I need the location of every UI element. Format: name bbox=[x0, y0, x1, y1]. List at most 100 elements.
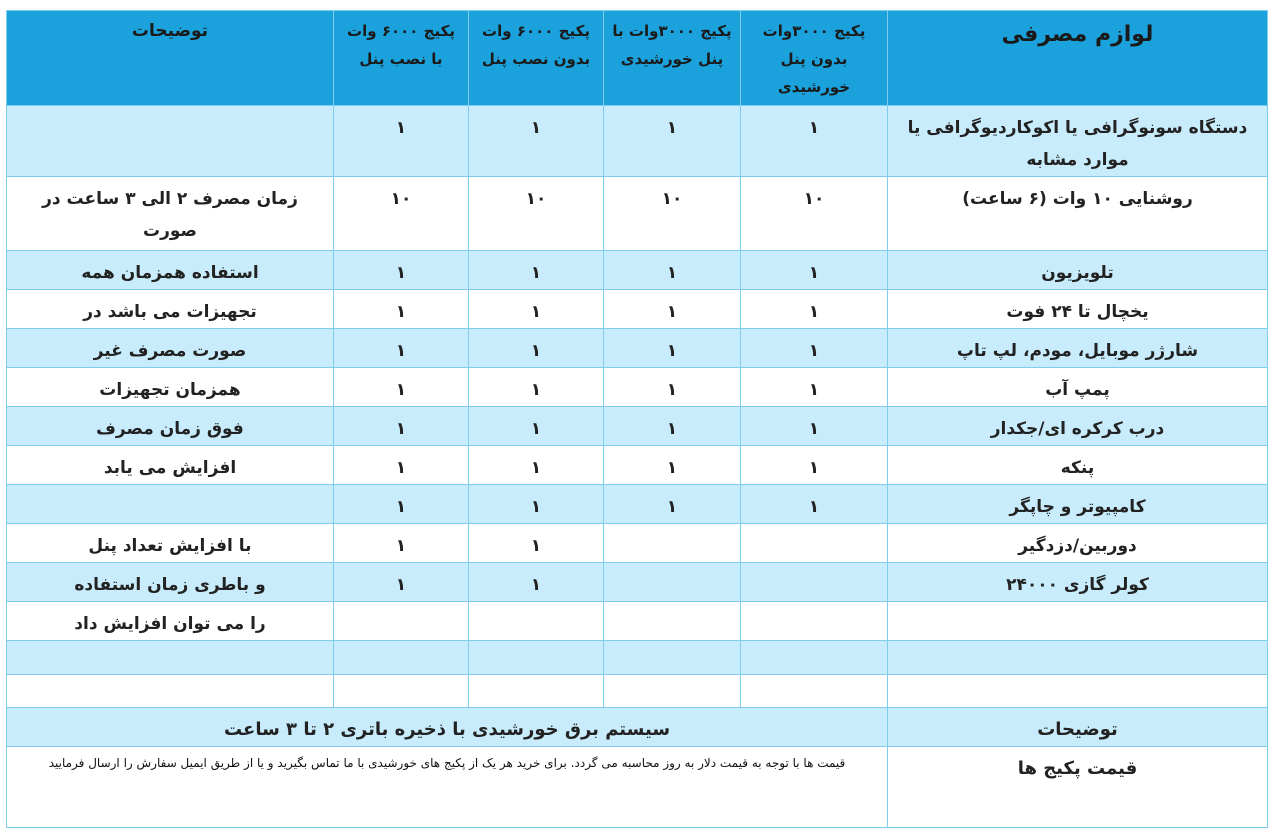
value-cell: ۱ bbox=[333, 289, 469, 329]
table-row: پنکه ۱ ۱ ۱ ۱ افزایش می یابد bbox=[6, 445, 1268, 485]
header-row: لوازم مصرفی پکیج ۳۰۰۰وات بدون پنل خورشیدی… bbox=[6, 10, 1268, 106]
value-cell bbox=[603, 640, 741, 675]
value-cell: ۱۰ bbox=[740, 176, 888, 251]
value-cell: ۱ bbox=[333, 484, 469, 524]
value-cell: ۱۰ bbox=[333, 176, 469, 251]
value-cell: ۱ bbox=[333, 406, 469, 446]
column-header: توضیحات bbox=[6, 10, 334, 106]
table-row: را می توان افزایش داد bbox=[6, 601, 1268, 641]
value-cell bbox=[740, 562, 888, 602]
value-cell: ۱ bbox=[603, 328, 741, 368]
value-cell: ۱ bbox=[740, 406, 888, 446]
column-header: پکیج ۳۰۰۰وات با پنل خورشیدی bbox=[603, 10, 741, 106]
table-row: پمپ آب ۱ ۱ ۱ ۱ همزمان تجهیزات bbox=[6, 367, 1268, 407]
note-cell bbox=[6, 674, 334, 708]
note-cell: فوق زمان مصرف bbox=[6, 406, 334, 446]
value-cell bbox=[333, 674, 469, 708]
table-row: کامپیوتر و چاپگر ۱ ۱ ۱ ۱ bbox=[6, 484, 1268, 524]
item-cell: تلویزیون bbox=[887, 250, 1268, 290]
note-cell: زمان مصرف ۲ الی ۳ ساعت در صورت bbox=[6, 176, 334, 251]
value-cell bbox=[740, 523, 888, 563]
table-row bbox=[6, 674, 1268, 708]
value-cell: ۱ bbox=[603, 250, 741, 290]
table-row: کولر گازی ۲۴۰۰۰ ۱ ۱ و باطری زمان استفاده bbox=[6, 562, 1268, 602]
value-cell: ۱ bbox=[333, 445, 469, 485]
value-cell: ۱ bbox=[740, 105, 888, 177]
value-cell: ۱ bbox=[740, 250, 888, 290]
footer-text: قیمت ها با توجه به قیمت دلار به روز محاس… bbox=[6, 746, 888, 828]
item-cell: درب کرکره ای/جکدار bbox=[887, 406, 1268, 446]
table-row: درب کرکره ای/جکدار ۱ ۱ ۱ ۱ فوق زمان مصرف bbox=[6, 406, 1268, 446]
item-cell: پمپ آب bbox=[887, 367, 1268, 407]
item-cell: دستگاه سونوگرافی یا اکوکاردیوگرافی یا مو… bbox=[887, 105, 1268, 177]
value-cell: ۱۰ bbox=[468, 176, 604, 251]
note-cell: تجهیزات می باشد در bbox=[6, 289, 334, 329]
value-cell: ۱ bbox=[333, 328, 469, 368]
item-cell bbox=[887, 601, 1268, 641]
value-cell: ۱ bbox=[468, 445, 604, 485]
value-cell bbox=[740, 674, 888, 708]
item-cell: کامپیوتر و چاپگر bbox=[887, 484, 1268, 524]
value-cell: ۱ bbox=[333, 105, 469, 177]
table-row: روشنایی ۱۰ وات (۶ ساعت) ۱۰ ۱۰ ۱۰ ۱۰ زمان مصرف… bbox=[6, 176, 1268, 251]
value-cell: ۱ bbox=[603, 105, 741, 177]
value-cell bbox=[468, 601, 604, 641]
column-header: پکیج ۳۰۰۰وات بدون پنل خورشیدی bbox=[740, 10, 888, 106]
value-cell: ۱ bbox=[603, 445, 741, 485]
item-cell: پنکه bbox=[887, 445, 1268, 485]
value-cell: ۱ bbox=[468, 367, 604, 407]
value-cell: ۱ bbox=[333, 367, 469, 407]
footer-label: قیمت پکیج ها bbox=[887, 746, 1268, 828]
item-cell: روشنایی ۱۰ وات (۶ ساعت) bbox=[887, 176, 1268, 251]
value-cell bbox=[603, 674, 741, 708]
value-cell: ۱ bbox=[468, 523, 604, 563]
value-cell: ۱ bbox=[468, 406, 604, 446]
note-cell: استفاده همزمان همه bbox=[6, 250, 334, 290]
table-row: تلویزیون ۱ ۱ ۱ ۱ استفاده همزمان همه bbox=[6, 250, 1268, 290]
item-cell: یخچال تا ۲۴ فوت bbox=[887, 289, 1268, 329]
note-cell: افزایش می یابد bbox=[6, 445, 334, 485]
value-cell bbox=[740, 601, 888, 641]
table-row: دوربین/دزدگیر ۱ ۱ با افزایش تعداد پنل bbox=[6, 523, 1268, 563]
value-cell: ۱۰ bbox=[603, 176, 741, 251]
value-cell: ۱ bbox=[333, 562, 469, 602]
value-cell: ۱ bbox=[468, 105, 604, 177]
note-cell: را می توان افزایش داد bbox=[6, 601, 334, 641]
item-cell: دوربین/دزدگیر bbox=[887, 523, 1268, 563]
value-cell bbox=[468, 674, 604, 708]
value-cell: ۱ bbox=[468, 289, 604, 329]
value-cell: ۱ bbox=[740, 289, 888, 329]
note-cell: با افزایش تعداد پنل bbox=[6, 523, 334, 563]
footer-row: قیمت پکیج ها قیمت ها با توجه به قیمت دلار… bbox=[6, 746, 1268, 828]
item-cell: شارژر موبایل، مودم، لپ تاپ bbox=[887, 328, 1268, 368]
note-cell: صورت مصرف غیر bbox=[6, 328, 334, 368]
note-cell: همزمان تجهیزات bbox=[6, 367, 334, 407]
value-cell: ۱ bbox=[603, 406, 741, 446]
value-cell: ۱ bbox=[603, 289, 741, 329]
note-cell bbox=[6, 640, 334, 675]
value-cell: ۱ bbox=[468, 562, 604, 602]
value-cell: ۱ bbox=[603, 367, 741, 407]
column-header: پکیج ۶۰۰۰ وات بدون نصب پنل bbox=[468, 10, 604, 106]
value-cell: ۱ bbox=[740, 484, 888, 524]
item-cell bbox=[887, 674, 1268, 708]
footer-text: سیستم برق خورشیدی با ذخیره باتری ۲ تا ۳ … bbox=[6, 707, 888, 747]
table-row bbox=[6, 640, 1268, 675]
note-cell bbox=[6, 484, 334, 524]
table-row: دستگاه سونوگرافی یا اکوکاردیوگرافی یا مو… bbox=[6, 105, 1268, 177]
note-cell bbox=[6, 105, 334, 177]
value-cell: ۱ bbox=[468, 484, 604, 524]
value-cell bbox=[603, 601, 741, 641]
value-cell bbox=[333, 640, 469, 675]
table-row: یخچال تا ۲۴ فوت ۱ ۱ ۱ ۱ تجهیزات می باشد در bbox=[6, 289, 1268, 329]
note-cell: و باطری زمان استفاده bbox=[6, 562, 334, 602]
value-cell: ۱ bbox=[740, 367, 888, 407]
value-cell bbox=[468, 640, 604, 675]
value-cell: ۱ bbox=[603, 484, 741, 524]
table-row: شارژر موبایل، مودم، لپ تاپ ۱ ۱ ۱ ۱ صورت مصرف … bbox=[6, 328, 1268, 368]
column-header: لوازم مصرفی bbox=[887, 10, 1268, 106]
package-table: لوازم مصرفی پکیج ۳۰۰۰وات بدون پنل خورشیدی… bbox=[6, 10, 1268, 828]
value-cell bbox=[603, 523, 741, 563]
value-cell: ۱ bbox=[740, 445, 888, 485]
table-body: دستگاه سونوگرافی یا اکوکاردیوگرافی یا مو… bbox=[6, 105, 1268, 828]
